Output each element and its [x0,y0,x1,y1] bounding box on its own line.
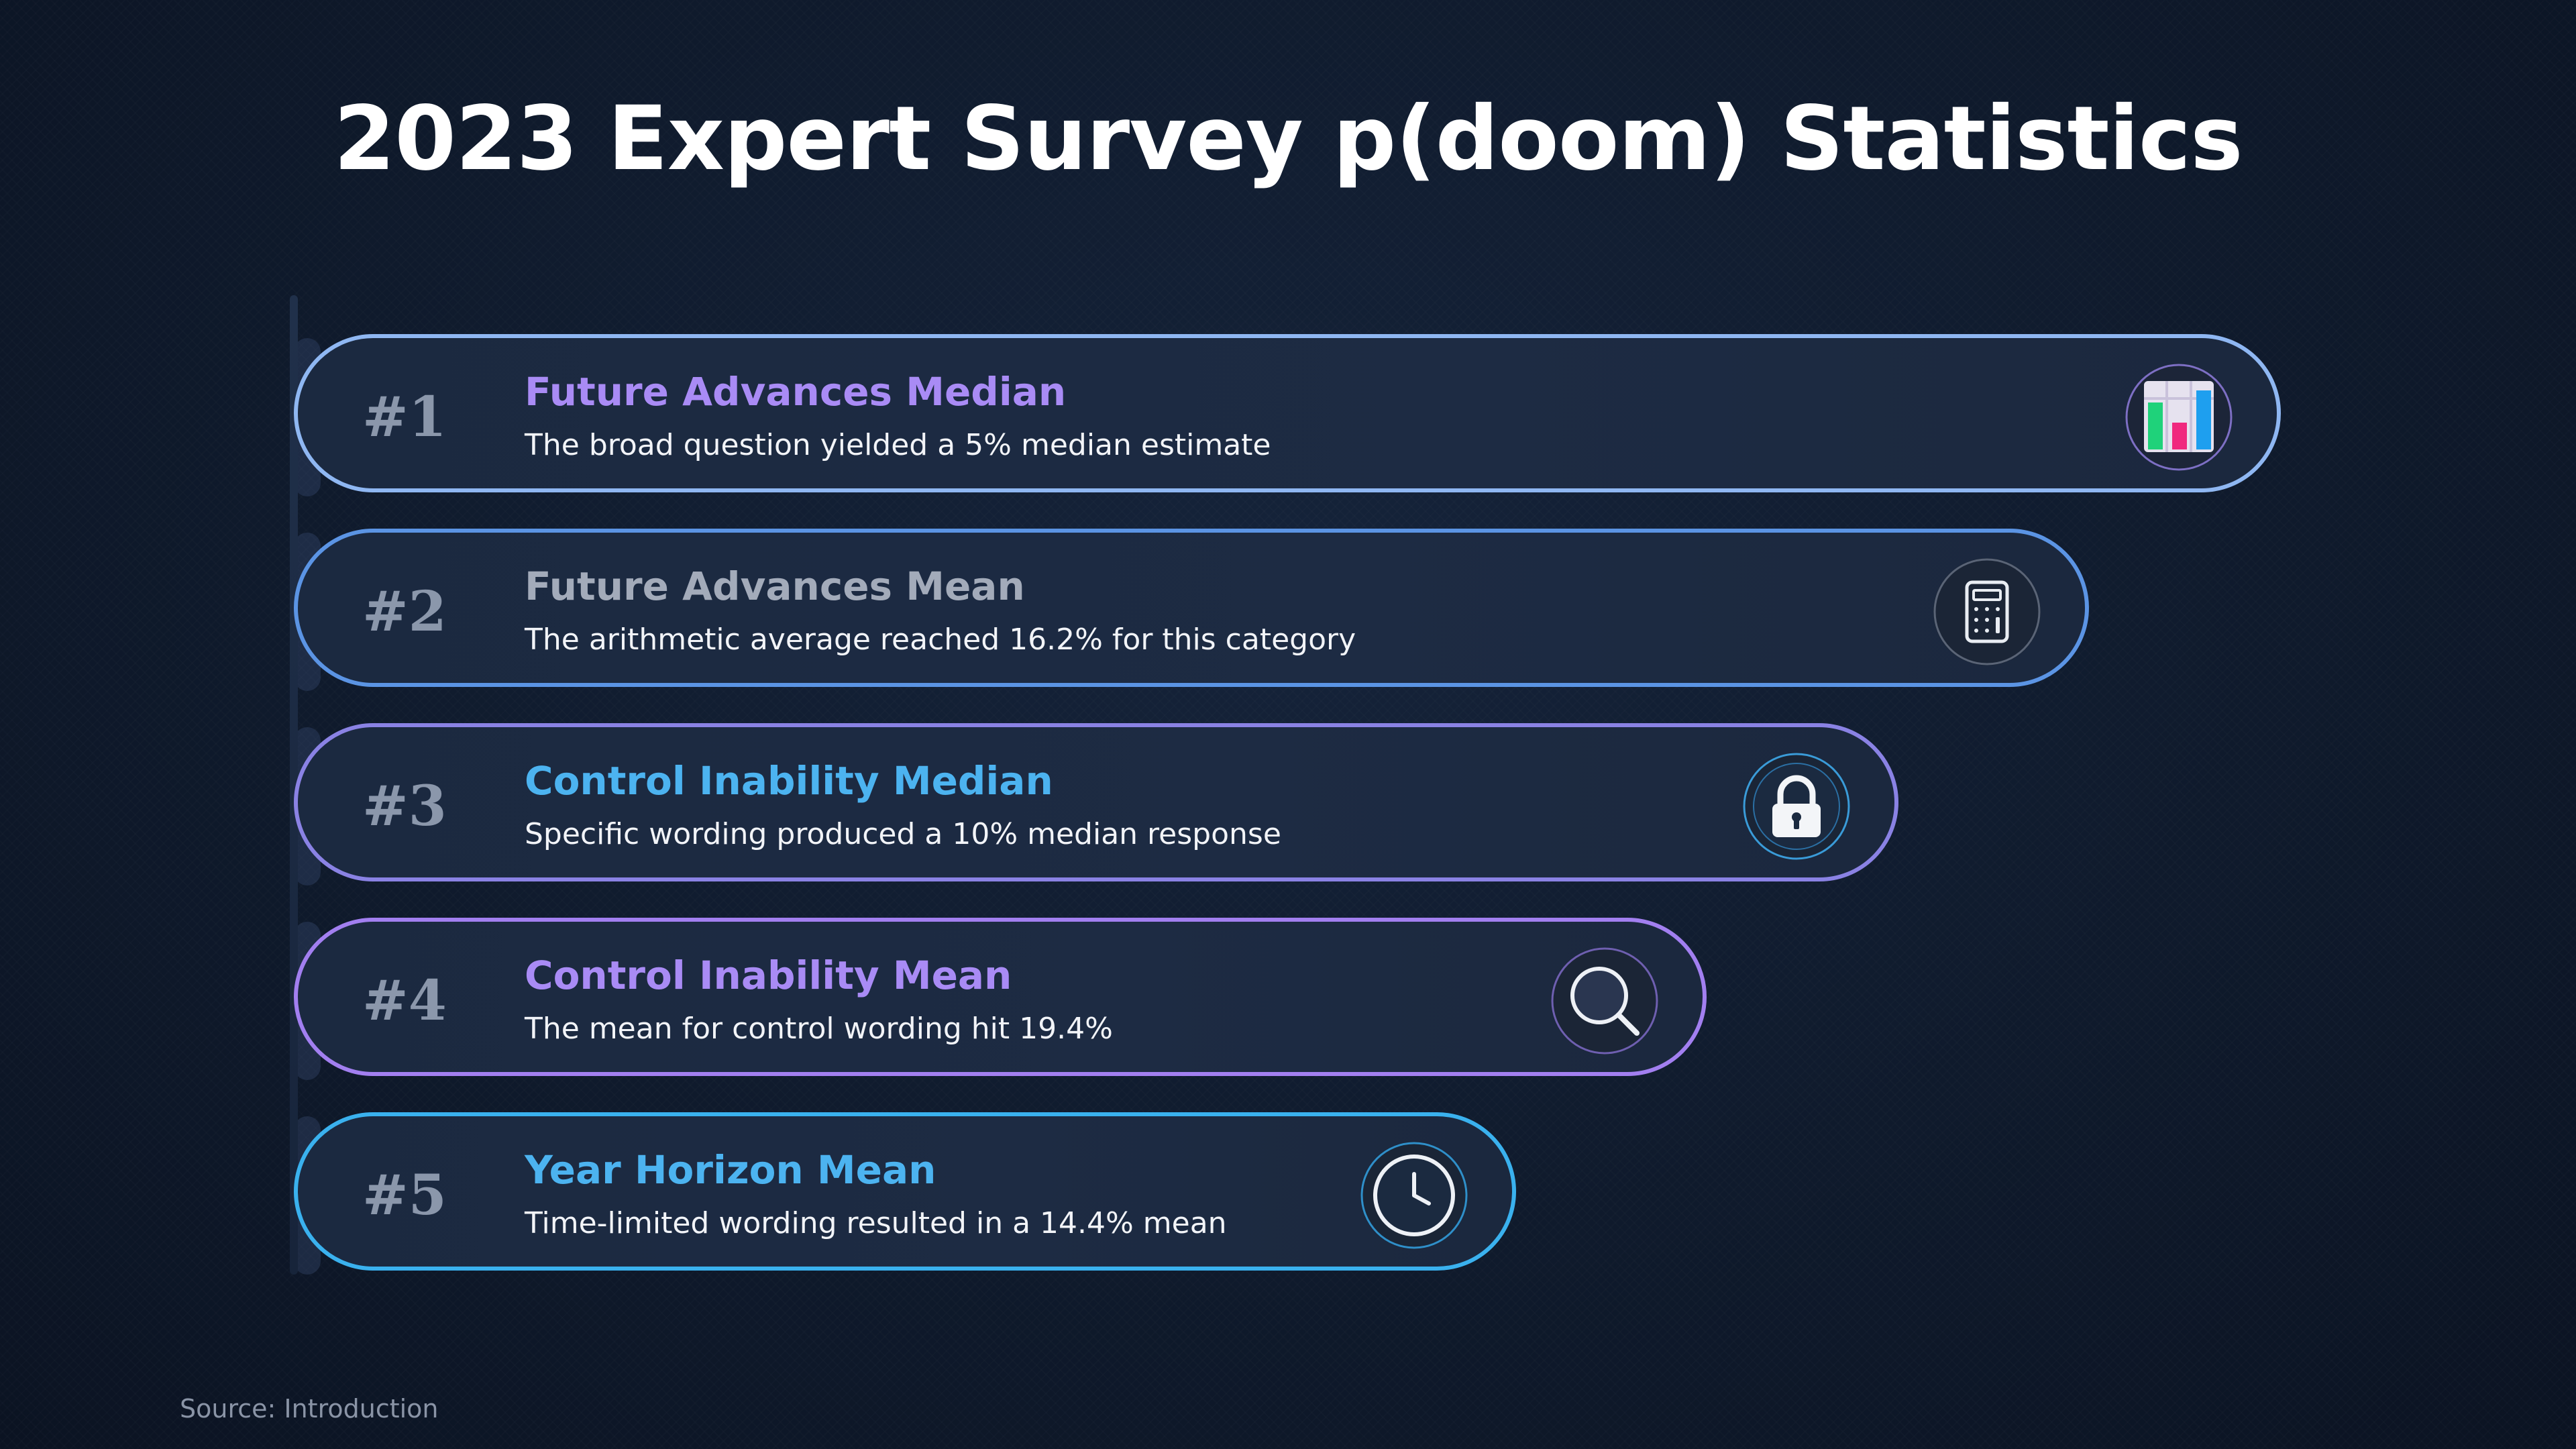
item-label: Future Advances Median [525,369,1067,415]
list-item-year-horizon-mean: #5 Year Horizon Mean Time-limited wordin… [294,1112,1516,1275]
rank-number: #4 [362,969,447,1033]
item-label: Control Inability Median [525,758,1053,804]
lock-icon [1743,753,1850,860]
item-description: Specific wording produced a 10% median r… [525,817,1281,851]
row-tab [294,338,321,496]
rank-number: #3 [362,774,447,839]
item-description: The arithmetic average reached 16.2% for… [525,623,1356,657]
item-description: Time-limited wording resulted in a 14.4%… [525,1206,1227,1240]
search-icon [1551,947,1658,1055]
bar-chart-icon [2125,364,2233,471]
list-item-future-advances-median: #1 Future Advances Median The broad ques… [294,334,2281,496]
rank-number: #2 [362,580,447,644]
list-item-future-advances-mean: #2 Future Advances Mean The arithmetic a… [294,529,2089,691]
item-description: The mean for control wording hit 19.4% [525,1012,1113,1046]
row-tab [294,727,321,885]
row-tab [294,922,321,1080]
rank-number: #5 [362,1163,447,1228]
calculator-icon [1933,558,2041,665]
source-note: Source: Introduction [180,1394,439,1424]
list-item-control-inability-mean: #4 Control Inability Mean The mean for c… [294,918,1707,1080]
item-label: Year Horizon Mean [525,1147,936,1193]
list-item-control-inability-median: #3 Control Inability Median Specific wor… [294,723,1898,885]
rank-number: #1 [362,385,447,449]
item-label: Future Advances Mean [525,564,1025,609]
page-title: 2023 Expert Survey p(doom) Statistics [333,87,2243,191]
item-description: The broad question yielded a 5% median e… [525,428,1271,462]
row-tab [294,1116,321,1275]
item-label: Control Inability Mean [525,953,1012,998]
list-spine [290,295,298,1275]
clock-icon [1360,1142,1468,1249]
row-tab [294,533,321,691]
